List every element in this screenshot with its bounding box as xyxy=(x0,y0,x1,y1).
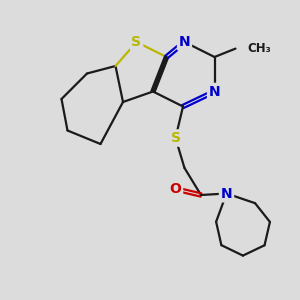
Text: N: N xyxy=(179,35,190,49)
Text: N: N xyxy=(221,187,232,200)
Text: CH₃: CH₃ xyxy=(247,42,271,55)
Text: O: O xyxy=(169,182,181,196)
Text: S: S xyxy=(170,131,181,145)
Text: N: N xyxy=(221,187,232,200)
Text: N: N xyxy=(209,85,220,98)
Text: S: S xyxy=(131,35,142,49)
